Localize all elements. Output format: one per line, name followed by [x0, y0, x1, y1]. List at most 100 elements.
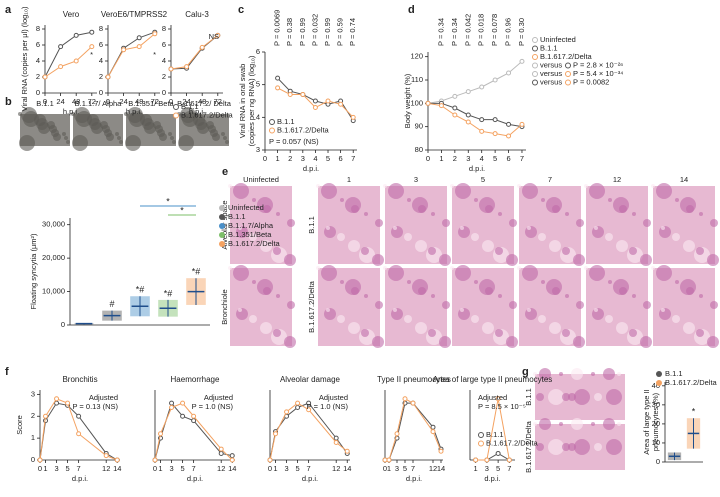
data-point: [479, 117, 485, 123]
micrograph-texture: [584, 184, 588, 188]
y-tick-label: 4: [162, 56, 166, 65]
micrograph-texture: [680, 197, 696, 213]
data-point: [37, 457, 43, 463]
data-point: [295, 400, 301, 406]
micrograph-texture: [391, 308, 403, 320]
data-point: [452, 93, 458, 99]
micrograph-texture: [549, 322, 561, 334]
x-tick-label: 1: [276, 154, 280, 163]
micrograph-texture: [710, 301, 718, 309]
micrograph-texture: [252, 280, 256, 284]
micrograph-texture: [479, 197, 495, 213]
data-point: [506, 457, 512, 463]
legend-swatch: [219, 232, 225, 238]
annotation: Adjusted: [89, 393, 118, 402]
p-value: P = 0.38: [285, 18, 294, 46]
micrograph-texture: [348, 240, 360, 252]
column-label: 14: [680, 175, 688, 184]
micrograph-texture: [656, 183, 672, 199]
micrograph-texture: [576, 219, 584, 227]
data-point: [152, 31, 158, 37]
x-tick-label: 14: [228, 464, 236, 473]
micrograph-texture: [479, 279, 495, 295]
micrograph-texture: [517, 266, 521, 270]
x-tick-label: 5: [326, 154, 330, 163]
micrograph-texture: [391, 226, 403, 238]
data-point: [184, 64, 190, 70]
micrograph-texture: [74, 107, 90, 123]
micrograph-texture: [522, 265, 538, 281]
micrograph-texture: [659, 308, 671, 320]
data-point: [479, 84, 485, 90]
micrograph-texture: [589, 183, 605, 199]
micrograph-texture: [324, 226, 336, 238]
micrograph-texture: [348, 322, 360, 334]
micrograph-texture: [643, 219, 651, 227]
p-value: P = 0.99: [298, 18, 307, 46]
micrograph-texture: [603, 418, 615, 430]
micrograph-texture: [506, 336, 518, 348]
legend-label: B.1.1: [181, 102, 199, 111]
micrograph-texture: [321, 265, 337, 281]
micrograph-texture: [284, 254, 296, 266]
micrograph-texture: [225, 140, 229, 144]
y-tick-label: 30,000: [42, 220, 65, 229]
legend-swatch: [532, 79, 538, 86]
micrograph-texture: [404, 315, 412, 323]
micrograph-texture: [613, 197, 629, 213]
annotation: *: [692, 407, 696, 417]
micrograph-texture: [527, 308, 531, 312]
panel-label: f: [5, 366, 9, 378]
micrograph-texture: [238, 308, 242, 312]
x-tick-label: 7: [507, 464, 511, 473]
x-tick-label: 14: [113, 464, 121, 473]
data-point: [284, 409, 290, 415]
micrograph-texture: [675, 280, 679, 284]
row-label: B.1.1: [524, 388, 533, 406]
micrograph-texture: [19, 135, 35, 151]
legend-swatch: [656, 371, 662, 377]
data-point: [287, 91, 293, 97]
x-tick-label: 3: [395, 464, 399, 473]
data-point: [519, 58, 525, 64]
micrograph-texture: [591, 422, 595, 426]
micrograph-texture: [276, 212, 280, 216]
x-tick-label: 12: [102, 464, 110, 473]
micrograph-texture: [495, 247, 503, 255]
micrograph-texture: [428, 329, 436, 337]
annotation: P = 0.057 (NS): [269, 137, 319, 146]
chart-title: Area of large type II pneumocytes: [433, 375, 553, 384]
x-axis-label: d.p.i.: [187, 474, 203, 483]
legend-label: B.1.1: [277, 117, 295, 126]
micrograph-texture: [509, 301, 517, 309]
column-label: 1: [347, 175, 351, 184]
micrograph-texture: [571, 418, 583, 430]
micrograph-texture: [651, 184, 655, 188]
data-point: [306, 407, 312, 413]
data-point: [484, 457, 490, 463]
chart-title: Calu-3: [185, 10, 209, 19]
data-point: [312, 98, 318, 104]
micrograph-texture: [439, 254, 451, 266]
data-point: [306, 400, 312, 406]
annotation: Adjusted: [204, 393, 233, 402]
micrograph-texture: [236, 308, 248, 320]
p-value: P = 0.042: [463, 14, 472, 46]
y-tick-label: 5: [256, 80, 260, 89]
x-tick-label: 0: [38, 464, 42, 473]
data-point: [267, 457, 273, 463]
micrograph-texture: [383, 266, 387, 270]
micrograph-texture: [66, 140, 70, 144]
micrograph-texture: [276, 294, 280, 298]
micrograph-texture: [412, 197, 428, 213]
data-point: [465, 119, 471, 125]
x-axis-label: d.p.i.: [406, 474, 422, 483]
annotation: *: [90, 50, 93, 59]
x-tick-label: 48: [198, 97, 206, 106]
series-line: [107, 33, 156, 78]
micrograph-texture: [573, 254, 585, 266]
x-tick-label: 72: [151, 97, 159, 106]
legend-swatch: [532, 54, 538, 60]
micrograph-texture: [388, 183, 404, 199]
